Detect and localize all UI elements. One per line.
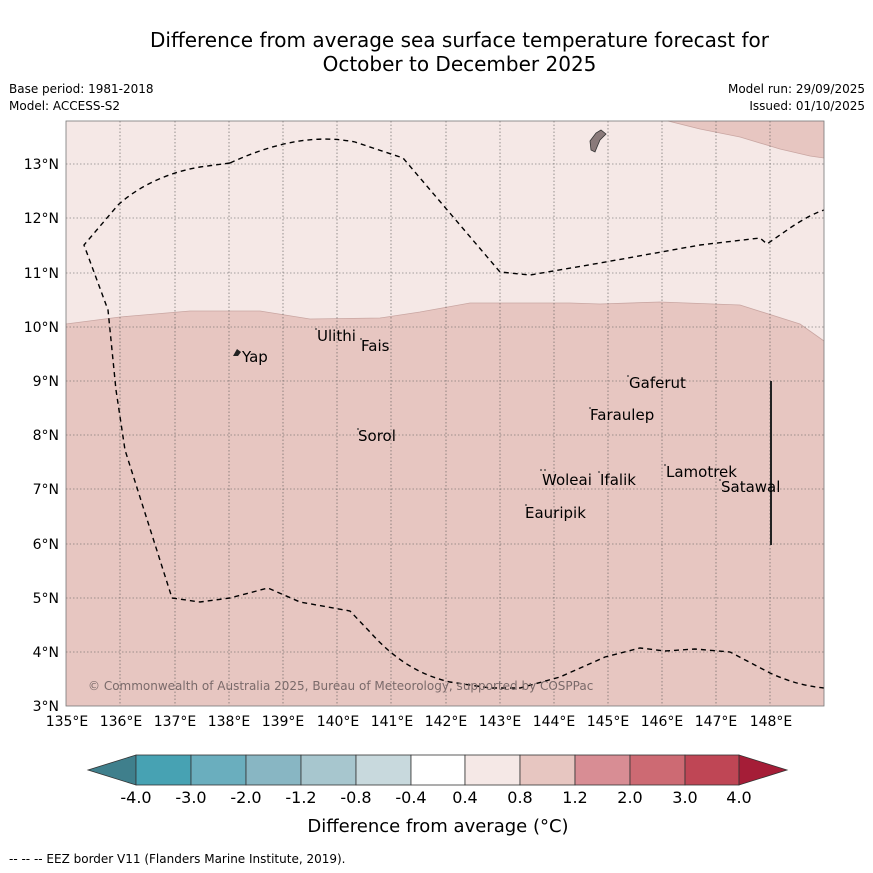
colorbar-tick: 3.0 (672, 788, 697, 807)
guam-island (589, 129, 607, 153)
colorbar-swatch (410, 754, 466, 786)
colorbar-swatch (245, 754, 302, 786)
eez-border (83, 138, 825, 689)
lat-label: 13°N (24, 157, 59, 173)
place-faraulep: Faraulep (590, 406, 654, 424)
lon-label: 140°E (317, 714, 360, 730)
latitude-labels: 13°N 12°N 11°N 10°N 9°N 8°N 7°N 6°N 5°N … (24, 157, 59, 715)
colorbar-tick: -3.0 (175, 788, 206, 807)
colorbar (86, 754, 789, 786)
place-satawal: Satawal (721, 478, 780, 496)
lon-label: 137°E (154, 714, 197, 730)
gridlines (66, 121, 824, 706)
place-yap: Yap (241, 348, 268, 366)
colorbar-swatch (355, 754, 412, 786)
colorbar-swatch (190, 754, 247, 786)
place-ulithi: Ulithi (317, 327, 356, 345)
colorbar-tick: -2.0 (230, 788, 261, 807)
meta-right: Model run: 29/09/2025 Issued: 01/10/2025 (728, 81, 865, 115)
colorbar-tick: -0.4 (395, 788, 426, 807)
place-gaferut: Gaferut (629, 374, 686, 392)
colorbar-tick: -1.2 (285, 788, 316, 807)
lat-label: 6°N (33, 537, 59, 553)
lon-label: 136°E (100, 714, 143, 730)
longitude-labels: 135°E 136°E 137°E 138°E 139°E 140°E 141°… (46, 714, 793, 730)
lat-label: 5°N (33, 591, 59, 607)
colorbar-low-arrow (86, 754, 137, 786)
lon-label: 142°E (425, 714, 468, 730)
issued-date: Issued: 01/10/2025 (749, 99, 865, 113)
colorbar-swatch (300, 754, 357, 786)
colorbar-label: Difference from average (°C) (307, 816, 568, 837)
colorbar-tick: 1.2 (562, 788, 587, 807)
lon-label: 141°E (371, 714, 414, 730)
colorbar-tick: 0.8 (507, 788, 532, 807)
colorbar-high-arrow (738, 754, 789, 786)
eez-footnote: -- -- -- EEZ border V11 (Flanders Marine… (9, 852, 346, 866)
lon-label: 138°E (208, 714, 251, 730)
map-frame (65, 120, 825, 707)
map-area: Yap Ulithi Fais Gaferut Faraulep Sorol W… (65, 120, 825, 707)
colorbar-swatch (519, 754, 576, 786)
lat-label: 10°N (24, 320, 59, 336)
place-lamotrek: Lamotrek (666, 463, 737, 481)
copyright-text: © Commonwealth of Australia 2025, Bureau… (88, 679, 593, 693)
place-eauripik: Eauripik (525, 504, 586, 522)
yap-island (233, 349, 241, 356)
place-ifalik: Ifalik (600, 471, 636, 489)
colorbar-tick: 2.0 (617, 788, 642, 807)
colorbar-swatch (135, 754, 192, 786)
model-name: Model: ACCESS-S2 (9, 99, 121, 113)
colorbar-tick: 0.4 (452, 788, 477, 807)
lon-label: 148°E (750, 714, 793, 730)
colorbar-tick: -0.8 (340, 788, 371, 807)
colorbar-tick: -4.0 (120, 788, 151, 807)
place-woleai: Woleai (542, 471, 592, 489)
base-period: Base period: 1981-2018 (9, 82, 154, 96)
lat-label: 9°N (33, 374, 59, 390)
colorbar-ticks: -4.0 -3.0 -2.0 -1.2 -0.8 -0.4 0.4 0.8 1.… (120, 788, 751, 807)
lon-label: 145°E (587, 714, 630, 730)
title-line-2: October to December 2025 (322, 52, 597, 76)
lat-label: 8°N (33, 428, 59, 444)
lat-label: 3°N (33, 699, 59, 715)
colorbar-swatch (629, 754, 686, 786)
title-line-1: Difference from average sea surface temp… (149, 28, 769, 52)
lon-label: 144°E (533, 714, 576, 730)
lat-label: 12°N (24, 211, 59, 227)
meta-left: Base period: 1981-2018 Model: ACCESS-S2 (9, 81, 154, 115)
colorbar-swatch (464, 754, 521, 786)
place-labels: Yap Ulithi Fais Gaferut Faraulep Sorol W… (241, 327, 780, 522)
lon-label: 147°E (695, 714, 738, 730)
lon-label: 143°E (479, 714, 522, 730)
lon-label: 139°E (262, 714, 305, 730)
colorbar-tick: 4.0 (726, 788, 751, 807)
lat-label: 11°N (24, 266, 59, 282)
colorbar-swatch (684, 754, 740, 786)
island-dots (315, 328, 721, 506)
place-sorol: Sorol (358, 427, 396, 445)
colorbar-swatch (574, 754, 631, 786)
chart-title: Difference from average sea surface temp… (0, 28, 873, 76)
model-run: Model run: 29/09/2025 (727, 82, 865, 96)
lon-label: 135°E (46, 714, 89, 730)
lat-label: 4°N (33, 645, 59, 661)
place-fais: Fais (361, 337, 390, 355)
band-0p8-1p2-south (66, 302, 824, 706)
lat-label: 7°N (33, 482, 59, 498)
lon-label: 146°E (641, 714, 684, 730)
